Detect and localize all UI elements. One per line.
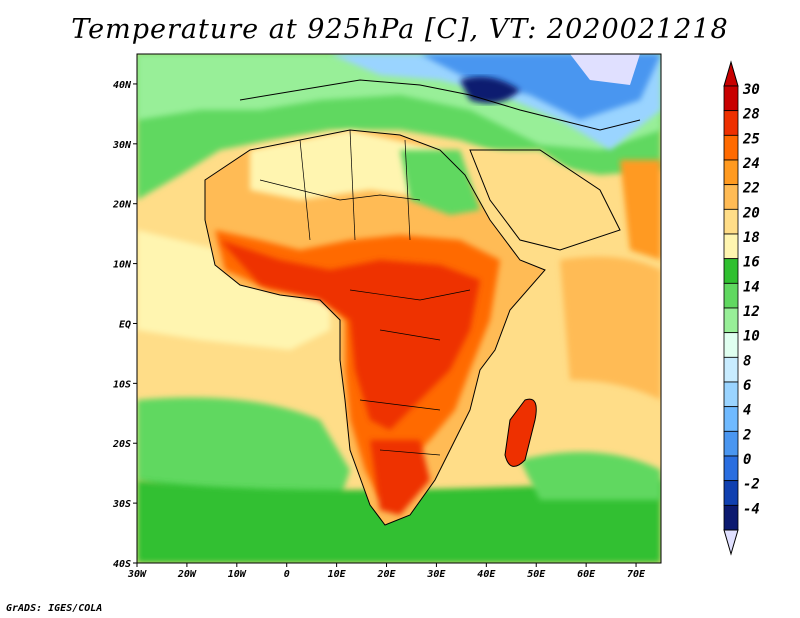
colorbar-swatch bbox=[723, 282, 739, 309]
x-tick-label: 40E bbox=[477, 569, 496, 580]
x-tick-label: 20W bbox=[177, 569, 197, 580]
colorbar-label: 18 bbox=[743, 230, 760, 246]
colorbar-swatch bbox=[723, 307, 739, 334]
arabian-sea-warm bbox=[620, 160, 661, 260]
colorbar-swatch bbox=[723, 455, 739, 482]
colorbar-swatch bbox=[723, 258, 739, 284]
footer-credit: GrADS: IGES/COLA bbox=[6, 603, 103, 614]
colorbar-label: 8 bbox=[743, 353, 751, 369]
colorbar-label: 0 bbox=[743, 452, 751, 468]
colorbar-swatch bbox=[723, 332, 739, 358]
colorbar-label: 28 bbox=[742, 107, 760, 123]
arabia bbox=[470, 150, 620, 250]
colorbar-swatch bbox=[723, 159, 739, 186]
colorbar-swatch bbox=[723, 406, 739, 432]
madagascar-outline bbox=[504, 398, 537, 467]
colorbar-swatch bbox=[723, 430, 739, 457]
x-tick-label: 0 bbox=[284, 569, 290, 580]
colorbar-swatch bbox=[723, 85, 739, 112]
southern-ocean-cool bbox=[137, 480, 661, 563]
colorbar-swatch bbox=[723, 110, 739, 136]
colorbar-swatch bbox=[723, 134, 739, 161]
colorbar-label: 30 bbox=[742, 82, 760, 98]
colorbar-label: -4 bbox=[743, 501, 760, 517]
colorbar-label: 22 bbox=[742, 181, 760, 197]
colorbar-label: -2 bbox=[743, 477, 760, 493]
colorbar-under-arrow bbox=[723, 529, 739, 556]
colorbar-label: 20 bbox=[742, 205, 760, 221]
south-indian-cool bbox=[520, 452, 661, 500]
x-tick-label: 60E bbox=[577, 569, 596, 580]
colorbar-swatch bbox=[723, 504, 739, 531]
x-axis: 30W 20W 10W 0 10E 20E 30E 40E 50E 60E 70E bbox=[127, 563, 646, 580]
arabia-outline bbox=[469, 149, 621, 251]
y-tick-label: 30S bbox=[112, 499, 131, 510]
southern-africa-hot bbox=[370, 440, 430, 515]
x-tick-label: 10E bbox=[328, 569, 347, 580]
x-tick-label: 10W bbox=[228, 569, 247, 580]
colorbar-label: 12 bbox=[743, 304, 760, 320]
colorbar-label: 24 bbox=[742, 156, 760, 172]
colorbar-swatch bbox=[723, 233, 739, 260]
egypt-cool bbox=[400, 150, 480, 215]
y-tick-label: 30N bbox=[112, 140, 132, 151]
tropical-atlantic bbox=[137, 230, 330, 350]
europe-coastline bbox=[239, 79, 641, 131]
colorbar-swatch bbox=[723, 480, 739, 506]
y-tick-label: 10S bbox=[113, 379, 131, 390]
caspian-region bbox=[570, 54, 640, 85]
colorbar-label: 25 bbox=[742, 131, 760, 147]
indian-ocean-warm bbox=[560, 256, 661, 400]
y-tick-label: 20N bbox=[112, 200, 132, 211]
map-title: Temperature at 925hPa [C], VT: 202002121… bbox=[71, 14, 729, 45]
colorbar-swatch bbox=[723, 381, 739, 408]
colorbar-label: 10 bbox=[743, 329, 760, 345]
y-tick-label: 40N bbox=[113, 80, 132, 91]
x-tick-label: 30E bbox=[426, 569, 446, 580]
y-tick-label: 10N bbox=[113, 260, 132, 271]
madagascar bbox=[505, 399, 537, 467]
x-tick-label: 30W bbox=[127, 569, 147, 580]
x-tick-label: 70E bbox=[627, 569, 646, 580]
map-frame bbox=[136, 53, 662, 564]
colorbar-swatch bbox=[723, 356, 739, 383]
colorbar-over-arrow bbox=[723, 60, 739, 87]
colorbar-label: 2 bbox=[742, 427, 751, 443]
colorbar-label: 16 bbox=[743, 255, 760, 271]
colorbar-swatch bbox=[723, 184, 739, 210]
y-tick-label: EQ bbox=[119, 319, 131, 330]
colorbar-label: 4 bbox=[743, 403, 751, 419]
y-tick-label: 20S bbox=[112, 439, 131, 450]
colorbar-label: 14 bbox=[743, 279, 760, 295]
temperature-field bbox=[137, 54, 661, 563]
x-tick-label: 50E bbox=[527, 569, 546, 580]
colorbar-label: 6 bbox=[743, 378, 751, 394]
x-tick-label: 20E bbox=[376, 569, 396, 580]
hottest-core bbox=[220, 240, 480, 430]
country-borders bbox=[259, 129, 471, 456]
colorbar-swatch bbox=[723, 208, 739, 235]
south-atlantic-cool bbox=[137, 397, 350, 507]
y-tick-label: 40S bbox=[113, 559, 131, 570]
y-axis: 40N 30N 20N 10N EQ 10S 20S 30S 40S bbox=[112, 80, 137, 570]
coastline bbox=[204, 129, 546, 526]
